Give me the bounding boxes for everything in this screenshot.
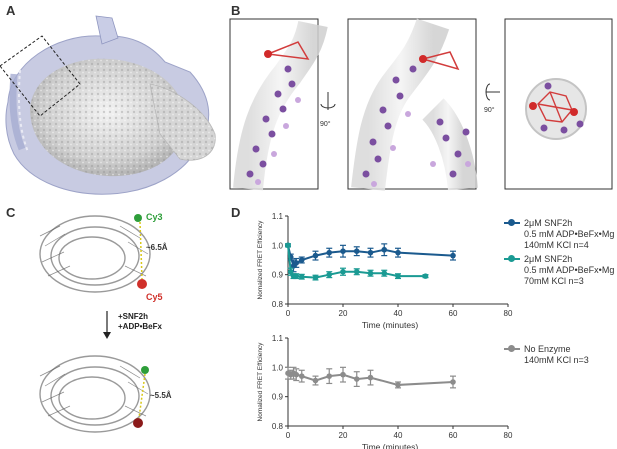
x-axis-label: Time (minutes) (362, 320, 419, 330)
data-point (312, 252, 319, 259)
rotation-label-2: 90° (484, 106, 495, 114)
cy3-label: Cy3 (146, 212, 163, 222)
treatment-line-1: +SNF2h (118, 312, 148, 321)
panel-label-a: A (6, 3, 16, 18)
data-point (367, 270, 374, 276)
panel-label-c: C (6, 205, 16, 220)
panel-label-b: B (231, 3, 241, 18)
data-point (298, 273, 305, 280)
panel-label-d: D (231, 205, 241, 220)
data-point (293, 371, 300, 378)
data-point (287, 268, 294, 275)
x-tick-label: 0 (286, 309, 291, 318)
legend-no-enzyme: No Enzyme 140mM KCl n=3 (504, 344, 616, 366)
legend-entry-70mM: 2μM SNF2h (504, 254, 616, 265)
x-tick-label: 20 (339, 309, 348, 318)
data-point (353, 376, 360, 382)
data-point (395, 249, 401, 256)
data-point (312, 377, 319, 384)
data-point (285, 242, 291, 249)
data-point (340, 268, 346, 275)
data-point (381, 246, 388, 253)
fret-chart-with-enzyme: 0.8 0.9 1.0 1.1 0 20 40 60 80 Time (minutes) Nomal… (257, 212, 513, 330)
x-tick-label: 40 (394, 431, 403, 440)
data-point (293, 260, 300, 266)
data-point (340, 248, 346, 254)
data-point (367, 249, 374, 256)
data-point (367, 374, 374, 381)
fret-schematic: Cy3 ~6.5Å Cy5 +SNF2h +ADP•BeFx ~5.5Å (39, 212, 172, 433)
y-axis-label: Nomalized FRET Efficiency (257, 342, 264, 422)
y-tick-label: 0.9 (272, 271, 284, 280)
data-point (340, 371, 346, 378)
rotation-label-1: 90° (320, 120, 331, 128)
data-point (293, 273, 300, 279)
data-point (450, 252, 456, 259)
legend-with-enzyme: 2μM SNF2h 0.5 mM ADP•BeFx•Mg 140mM KCl n… (504, 218, 616, 287)
fret-chart-no-enzyme: 0.8 0.9 1.0 1.1 0 20 40 60 80 Time (minutes) Nomal… (257, 334, 513, 449)
legend-s1-line3: 140mM KCl n=4 (524, 240, 589, 250)
data-point (298, 373, 305, 379)
y-tick-label: 1.1 (272, 212, 284, 221)
data-point (422, 273, 429, 279)
cy5-dye-top (137, 279, 147, 289)
legend-entry-140mM: 2μM SNF2h (504, 218, 616, 229)
data-point (298, 257, 305, 263)
y-tick-label: 0.8 (272, 422, 284, 431)
distance-line-top (139, 221, 143, 280)
legend-s2-line2: 0.5 mM ADP•BeFx•Mg (524, 265, 615, 275)
x-tick-label: 60 (449, 431, 458, 440)
data-point (395, 273, 401, 279)
distance-line-bottom (138, 373, 146, 419)
density-zoom-views: 90° 90° (229, 18, 613, 191)
x-tick-label: 0 (286, 431, 291, 440)
x-tick-label: 20 (339, 431, 348, 440)
y-tick-label: 1.1 (272, 334, 284, 343)
cy5-dye-bottom (133, 418, 143, 428)
distance-after: ~5.5Å (150, 391, 172, 400)
data-point (312, 274, 319, 281)
legend-s1-line2: 0.5 mM ADP•BeFx•Mg (524, 229, 615, 239)
nucleosome-density-map (0, 15, 216, 195)
data-point (326, 249, 333, 256)
data-point (381, 270, 388, 276)
x-tick-label: 40 (394, 309, 403, 318)
data-point (450, 379, 456, 385)
legend-s1-line1: 2μM SNF2h (524, 218, 573, 228)
x-tick-label: 80 (504, 309, 513, 318)
cy3-dye-top (134, 214, 142, 222)
legend-s2-line3: 70mM KCl n=3 (524, 276, 584, 286)
distance-before: ~6.5Å (146, 243, 168, 252)
cy3-dye-bottom (141, 366, 149, 374)
x-axis-label: Time (minutes) (362, 442, 419, 449)
legend-s3-line2: 140mM KCl n=3 (524, 355, 589, 365)
legend-s2-line1: 2μM SNF2h (524, 254, 573, 264)
data-point (326, 271, 333, 278)
data-point (395, 382, 401, 388)
data-point (326, 373, 333, 379)
y-axis-label: Nomalized FRET Efficiency (257, 220, 264, 300)
data-point (353, 268, 360, 275)
y-tick-label: 1.0 (272, 363, 284, 372)
x-tick-label: 60 (449, 309, 458, 318)
y-tick-label: 0.9 (272, 393, 284, 402)
data-point (353, 248, 360, 254)
cy5-label: Cy5 (146, 292, 163, 302)
x-tick-label: 80 (504, 431, 513, 440)
y-tick-label: 1.0 (272, 241, 284, 250)
treatment-line-2: +ADP•BeFx (118, 322, 162, 331)
legend-s3-line1: No Enzyme (524, 344, 571, 354)
legend-entry-no-enzyme: No Enzyme (504, 344, 616, 355)
y-tick-label: 0.8 (272, 300, 284, 309)
